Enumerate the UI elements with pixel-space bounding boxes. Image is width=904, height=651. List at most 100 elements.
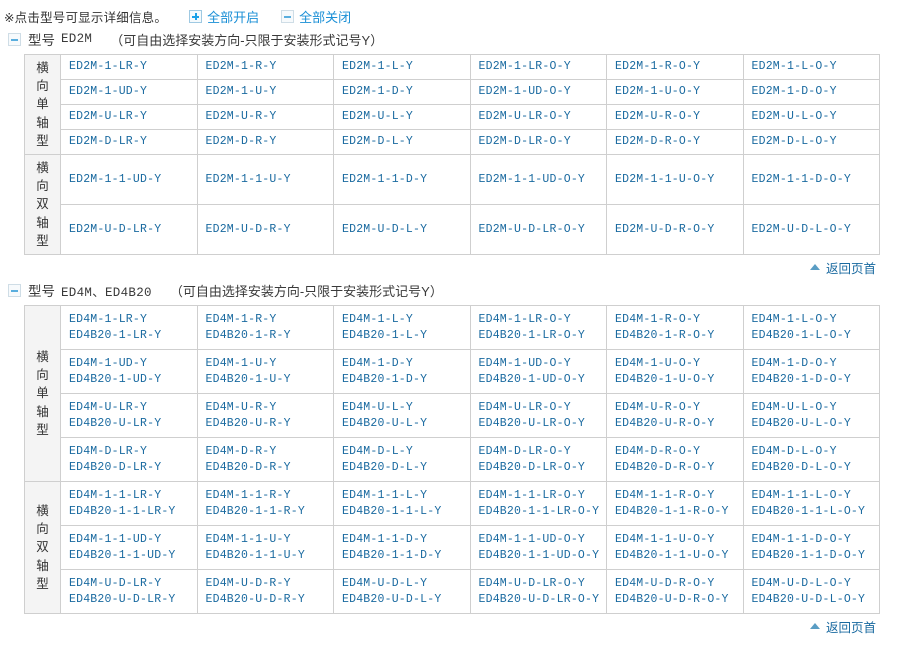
model-link[interactable]: ED4M-U-D-L-O-Y: [751, 577, 851, 591]
model-link[interactable]: ED4M-1-1-LR-O-Y: [478, 489, 586, 503]
model-link[interactable]: ED4M-1-R-O-Y: [615, 313, 701, 327]
model-link[interactable]: ED4M-U-D-R-Y: [205, 577, 291, 591]
model-link[interactable]: ED4M-1-1-UD-O-Y: [478, 533, 586, 547]
model-link[interactable]: ED4B20-1-1-D-Y: [342, 548, 442, 562]
model-link[interactable]: ED4M-1-1-L-Y: [342, 489, 428, 503]
model-link[interactable]: ED4M-1-UD-O-Y: [478, 357, 571, 371]
model-link[interactable]: ED4B20-1-1-LR-Y: [69, 504, 176, 518]
model-link[interactable]: ED2M-U-D-LR-O-Y: [478, 222, 586, 236]
minus-box-icon[interactable]: [8, 283, 21, 297]
model-link[interactable]: ED2M-1-L-Y: [342, 60, 414, 74]
model-link[interactable]: ED4M-1-1-U-O-Y: [615, 533, 715, 547]
collapse-all-button[interactable]: 全部关闭: [281, 7, 351, 26]
model-link[interactable]: ED4B20-D-R-O-Y: [615, 460, 715, 474]
model-link[interactable]: ED2M-1-U-O-Y: [615, 85, 701, 99]
model-link[interactable]: ED4B20-1-R-Y: [205, 328, 291, 342]
back-to-top-link[interactable]: 返回页首: [809, 617, 876, 636]
model-link[interactable]: ED2M-D-LR-Y: [69, 135, 148, 149]
model-link[interactable]: ED4B20-1-D-Y: [342, 372, 428, 386]
model-link[interactable]: ED4M-U-R-O-Y: [615, 401, 701, 415]
model-link[interactable]: ED4B20-1-LR-O-Y: [478, 328, 586, 342]
model-link[interactable]: ED2M-1-1-UD-O-Y: [478, 172, 586, 186]
model-link[interactable]: ED2M-1-1-U-O-Y: [615, 172, 715, 186]
model-link[interactable]: ED4B20-1-1-U-O-Y: [615, 548, 729, 562]
model-link[interactable]: ED4M-D-L-O-Y: [751, 445, 837, 459]
model-link[interactable]: ED2M-1-1-U-Y: [205, 172, 291, 186]
model-link[interactable]: ED2M-D-R-O-Y: [615, 135, 701, 149]
model-link[interactable]: ED4M-1-1-D-O-Y: [751, 533, 851, 547]
model-link[interactable]: ED4M-U-D-R-O-Y: [615, 577, 715, 591]
model-link[interactable]: ED2M-U-D-L-Y: [342, 222, 428, 236]
model-link[interactable]: ED2M-U-R-Y: [205, 110, 277, 124]
model-link[interactable]: ED4B20-U-D-LR-O-Y: [478, 592, 600, 606]
model-link[interactable]: ED4M-1-U-Y: [205, 357, 277, 371]
model-link[interactable]: ED4B20-1-1-D-O-Y: [751, 548, 866, 562]
model-link[interactable]: ED4M-D-R-Y: [205, 445, 277, 459]
model-link[interactable]: ED4B20-D-LR-Y: [69, 460, 162, 474]
model-link[interactable]: ED4B20-1-UD-O-Y: [478, 372, 586, 386]
model-link[interactable]: ED4B20-U-L-Y: [342, 416, 428, 430]
model-link[interactable]: ED4B20-1-1-L-Y: [342, 504, 442, 518]
model-link[interactable]: ED4B20-1-1-U-Y: [205, 548, 305, 562]
model-link[interactable]: ED2M-D-R-Y: [205, 135, 277, 149]
model-link[interactable]: ED4B20-1-1-UD-Y: [69, 548, 176, 562]
model-link[interactable]: ED4M-1-1-R-O-Y: [615, 489, 715, 503]
model-link[interactable]: ED4B20-U-LR-O-Y: [478, 416, 586, 430]
model-link[interactable]: ED4M-D-LR-O-Y: [478, 445, 571, 459]
model-link[interactable]: ED4M-U-R-Y: [205, 401, 277, 415]
model-link[interactable]: ED4M-1-L-Y: [342, 313, 414, 327]
model-link[interactable]: ED4B20-U-LR-Y: [69, 416, 162, 430]
model-link[interactable]: ED4M-1-1-D-Y: [342, 533, 428, 547]
model-link[interactable]: ED2M-D-L-O-Y: [751, 135, 837, 149]
model-link[interactable]: ED2M-U-D-R-Y: [205, 222, 291, 236]
model-link[interactable]: ED4B20-1-L-Y: [342, 328, 428, 342]
section-header-1[interactable]: 型号 ED4M、ED4B20 （可自由选择安装方向-只限于安装形式记号Y）: [0, 279, 904, 305]
model-link[interactable]: ED4B20-D-R-Y: [205, 460, 291, 474]
model-link[interactable]: ED2M-U-D-L-O-Y: [751, 222, 851, 236]
model-link[interactable]: ED2M-1-D-Y: [342, 85, 414, 99]
model-link[interactable]: ED4M-1-D-Y: [342, 357, 414, 371]
model-link[interactable]: ED4B20-U-D-LR-Y: [69, 592, 176, 606]
model-link[interactable]: ED2M-U-L-O-Y: [751, 110, 837, 124]
model-link[interactable]: ED2M-U-D-R-O-Y: [615, 222, 715, 236]
model-link[interactable]: ED4B20-1-1-L-O-Y: [751, 504, 866, 518]
section-header-0[interactable]: 型号 ED2M （可自由选择安装方向-只限于安装形式记号Y）: [0, 28, 904, 54]
model-link[interactable]: ED2M-1-1-UD-Y: [69, 172, 162, 186]
model-link[interactable]: ED4B20-U-D-R-Y: [205, 592, 305, 606]
model-link[interactable]: ED4B20-U-D-R-O-Y: [615, 592, 729, 606]
model-link[interactable]: ED2M-1-U-Y: [205, 85, 277, 99]
model-link[interactable]: ED4M-1-1-L-O-Y: [751, 489, 851, 503]
expand-all-button[interactable]: 全部开启: [189, 7, 259, 26]
model-link[interactable]: ED4M-1-1-LR-Y: [69, 489, 162, 503]
model-link[interactable]: ED2M-1-UD-Y: [69, 85, 148, 99]
model-link[interactable]: ED4M-U-LR-Y: [69, 401, 148, 415]
model-link[interactable]: ED4M-1-R-Y: [205, 313, 277, 327]
model-link[interactable]: ED4M-1-UD-Y: [69, 357, 148, 371]
model-link[interactable]: ED4B20-1-1-R-Y: [205, 504, 305, 518]
model-link[interactable]: ED4M-U-LR-O-Y: [478, 401, 571, 415]
model-link[interactable]: ED4M-U-D-LR-Y: [69, 577, 162, 591]
minus-box-icon[interactable]: [8, 32, 21, 46]
model-link[interactable]: ED4M-D-LR-Y: [69, 445, 148, 459]
model-link[interactable]: ED4B20-D-L-O-Y: [751, 460, 851, 474]
model-link[interactable]: ED2M-U-L-Y: [342, 110, 414, 124]
model-link[interactable]: ED2M-1-UD-O-Y: [478, 85, 571, 99]
model-link[interactable]: ED4B20-1-U-Y: [205, 372, 291, 386]
model-link[interactable]: ED2M-1-LR-Y: [69, 60, 148, 74]
model-link[interactable]: ED4M-1-D-O-Y: [751, 357, 837, 371]
model-link[interactable]: ED4M-1-1-R-Y: [205, 489, 291, 503]
model-link[interactable]: ED4B20-1-R-O-Y: [615, 328, 715, 342]
model-link[interactable]: ED4B20-U-D-L-O-Y: [751, 592, 866, 606]
model-link[interactable]: ED2M-1-1-D-O-Y: [751, 172, 851, 186]
model-link[interactable]: ED2M-D-LR-O-Y: [478, 135, 571, 149]
model-link[interactable]: ED4M-1-1-UD-Y: [69, 533, 162, 547]
model-link[interactable]: ED4B20-1-U-O-Y: [615, 372, 715, 386]
model-link[interactable]: ED4M-1-LR-O-Y: [478, 313, 571, 327]
model-link[interactable]: ED2M-U-LR-O-Y: [478, 110, 571, 124]
model-link[interactable]: ED2M-1-L-O-Y: [751, 60, 837, 74]
model-link[interactable]: ED4M-1-LR-Y: [69, 313, 148, 327]
back-to-top-link[interactable]: 返回页首: [809, 258, 876, 277]
model-link[interactable]: ED4M-D-L-Y: [342, 445, 414, 459]
model-link[interactable]: ED4B20-1-1-UD-O-Y: [478, 548, 600, 562]
model-link[interactable]: ED2M-U-LR-Y: [69, 110, 148, 124]
